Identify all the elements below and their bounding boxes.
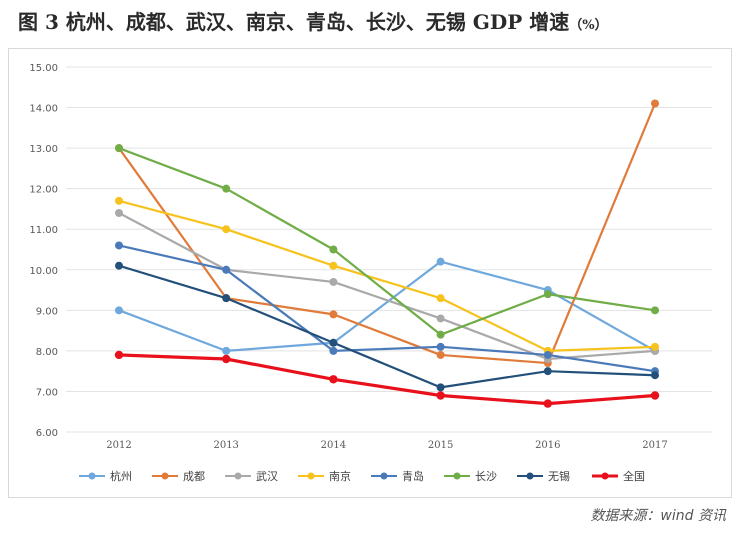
legend-label: 成都	[183, 470, 205, 483]
data-point	[222, 225, 231, 234]
data-point	[329, 310, 338, 319]
data-point	[329, 261, 338, 270]
data-source-note: 数据来源：wind 资讯	[590, 508, 726, 524]
y-tick-label: 12.00	[29, 185, 58, 196]
data-point	[543, 350, 552, 359]
chart-title-text: 图 3 杭州、成都、武汉、南京、青岛、长沙、无锡 GDP 增速	[18, 10, 570, 34]
legend-label: 无锡	[548, 469, 570, 483]
data-point	[436, 383, 445, 392]
series-line	[118, 353, 656, 406]
data-point	[651, 342, 659, 351]
series-line	[118, 103, 657, 365]
data-point	[115, 209, 123, 217]
data-point	[436, 294, 445, 303]
x-tick-label: 2016	[535, 440, 560, 451]
legend-label: 武汉	[256, 470, 278, 483]
data-point	[222, 184, 231, 193]
data-point	[222, 354, 231, 364]
data-point	[115, 241, 123, 250]
data-point	[543, 399, 552, 408]
series-line	[118, 212, 656, 361]
x-tick-label: 2015	[428, 440, 453, 451]
data-point	[436, 391, 445, 400]
data-point	[329, 245, 338, 254]
legend-swatch-marker	[307, 472, 315, 480]
legend-label: 青岛	[402, 469, 424, 483]
data-point	[650, 391, 660, 400]
data-point	[436, 257, 445, 266]
data-point	[436, 314, 445, 323]
data-point	[115, 306, 123, 315]
data-point	[115, 261, 123, 270]
y-tick-label: 9.00	[36, 306, 58, 317]
legend-label: 长沙	[475, 470, 497, 483]
data-point	[543, 367, 552, 376]
series-line	[118, 147, 656, 336]
x-tick-label: 2013	[213, 440, 238, 451]
data-point	[651, 306, 659, 315]
y-tick-label: 10.00	[29, 266, 58, 277]
y-tick-label: 7.00	[36, 387, 58, 398]
data-point	[115, 144, 123, 153]
legend-swatch-marker	[161, 472, 169, 480]
series-line	[118, 264, 656, 389]
x-tick-label: 2012	[106, 440, 131, 451]
data-point	[651, 99, 659, 108]
y-tick-label: 14.00	[29, 104, 58, 115]
data-point	[329, 338, 338, 347]
y-tick-label: 15.00	[29, 63, 58, 74]
data-point	[436, 350, 445, 359]
data-point	[222, 265, 231, 274]
y-tick-label: 6.00	[36, 428, 58, 439]
data-point	[436, 342, 445, 351]
chart-title-unit: （%）	[569, 18, 608, 33]
data-point	[651, 371, 659, 380]
series-line	[118, 260, 656, 352]
legend-swatch-marker	[88, 472, 96, 480]
data-point	[329, 346, 338, 355]
x-tick-label: 2014	[321, 440, 346, 451]
chart-title: 图 3 杭州、成都、武汉、南京、青岛、长沙、无锡 GDP 增速（%）	[18, 6, 608, 35]
series-line	[118, 199, 656, 352]
legend-swatch-marker	[526, 472, 534, 480]
data-point	[222, 294, 231, 303]
y-tick-label: 11.00	[29, 225, 58, 236]
data-point	[222, 346, 231, 355]
data-point	[114, 350, 124, 360]
legend-swatch-marker	[601, 472, 609, 480]
legend-swatch-marker	[453, 472, 461, 480]
x-tick-label: 2017	[642, 440, 667, 451]
legend-label: 全国	[623, 469, 645, 483]
series-line	[118, 244, 656, 373]
data-point	[115, 196, 123, 205]
y-tick-label: 8.00	[36, 347, 58, 358]
legend-label: 杭州	[110, 469, 132, 483]
data-point	[329, 277, 338, 286]
data-point	[436, 330, 445, 339]
chart-frame	[8, 48, 732, 498]
legend-label: 南京	[329, 469, 351, 483]
data-point	[543, 290, 552, 299]
y-tick-label: 13.00	[29, 144, 58, 155]
data-point	[329, 375, 338, 384]
legend-swatch-marker	[380, 472, 388, 480]
legend-swatch-marker	[234, 472, 242, 480]
